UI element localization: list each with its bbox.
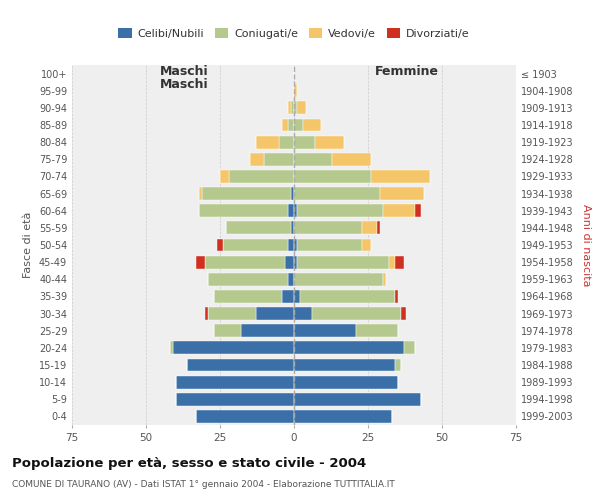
Bar [199,187,202,200]
Bar [294,136,315,148]
Bar [170,342,173,354]
Text: Maschi: Maschi [160,65,209,78]
Bar [241,324,294,337]
Bar [294,238,297,252]
Bar [356,324,398,337]
Bar [294,376,398,388]
Bar [294,290,300,303]
Bar [214,324,241,337]
Bar [294,204,297,217]
Bar [383,273,386,285]
Bar [362,222,377,234]
Bar [294,187,380,200]
Bar [371,170,430,183]
Bar [202,187,291,200]
Bar [223,238,288,252]
Bar [377,222,380,234]
Bar [300,290,395,303]
Bar [297,238,362,252]
Bar [205,256,285,268]
Bar [395,358,401,372]
Bar [279,136,294,148]
Bar [208,273,288,285]
Bar [401,307,406,320]
Bar [294,393,421,406]
Bar [288,204,294,217]
Bar [389,256,395,268]
Bar [294,102,297,114]
Bar [415,204,421,217]
Bar [226,222,291,234]
Bar [256,136,279,148]
Bar [297,204,383,217]
Bar [214,290,282,303]
Bar [229,170,294,183]
Y-axis label: Fasce di età: Fasce di età [23,212,33,278]
Y-axis label: Anni di nascita: Anni di nascita [581,204,590,286]
Bar [294,324,356,337]
Bar [282,118,288,132]
Bar [294,222,362,234]
Bar [294,153,332,166]
Text: Femmine: Femmine [374,65,439,78]
Bar [294,358,395,372]
Bar [395,290,398,303]
Bar [205,307,208,320]
Bar [173,342,294,354]
Bar [217,238,223,252]
Bar [332,153,371,166]
Bar [294,307,312,320]
Bar [187,358,294,372]
Bar [199,204,288,217]
Bar [176,393,294,406]
Bar [380,187,424,200]
Bar [294,118,303,132]
Bar [288,238,294,252]
Bar [303,118,320,132]
Bar [285,256,294,268]
Bar [288,118,294,132]
Bar [312,307,401,320]
Bar [315,136,344,148]
Bar [176,376,294,388]
Text: Popolazione per età, sesso e stato civile - 2004: Popolazione per età, sesso e stato civil… [12,458,366,470]
Bar [265,153,294,166]
Bar [256,307,294,320]
Bar [297,102,306,114]
Bar [288,273,294,285]
Bar [294,410,392,423]
Bar [250,153,265,166]
Bar [291,102,294,114]
Text: Maschi: Maschi [160,78,209,92]
Bar [395,256,404,268]
Bar [362,238,371,252]
Bar [196,256,205,268]
Bar [208,307,256,320]
Bar [196,410,294,423]
Bar [291,222,294,234]
Bar [383,204,415,217]
Bar [404,342,415,354]
Bar [288,102,291,114]
Bar [291,187,294,200]
Text: COMUNE DI TAURANO (AV) - Dati ISTAT 1° gennaio 2004 - Elaborazione TUTTITALIA.IT: COMUNE DI TAURANO (AV) - Dati ISTAT 1° g… [12,480,395,489]
Bar [294,273,383,285]
Bar [294,342,404,354]
Legend: Celibi/Nubili, Coniugati/e, Vedovi/e, Divorziati/e: Celibi/Nubili, Coniugati/e, Vedovi/e, Di… [114,24,474,44]
Bar [294,84,297,97]
Bar [282,290,294,303]
Bar [294,256,297,268]
Bar [294,170,371,183]
Bar [220,170,229,183]
Bar [297,256,389,268]
